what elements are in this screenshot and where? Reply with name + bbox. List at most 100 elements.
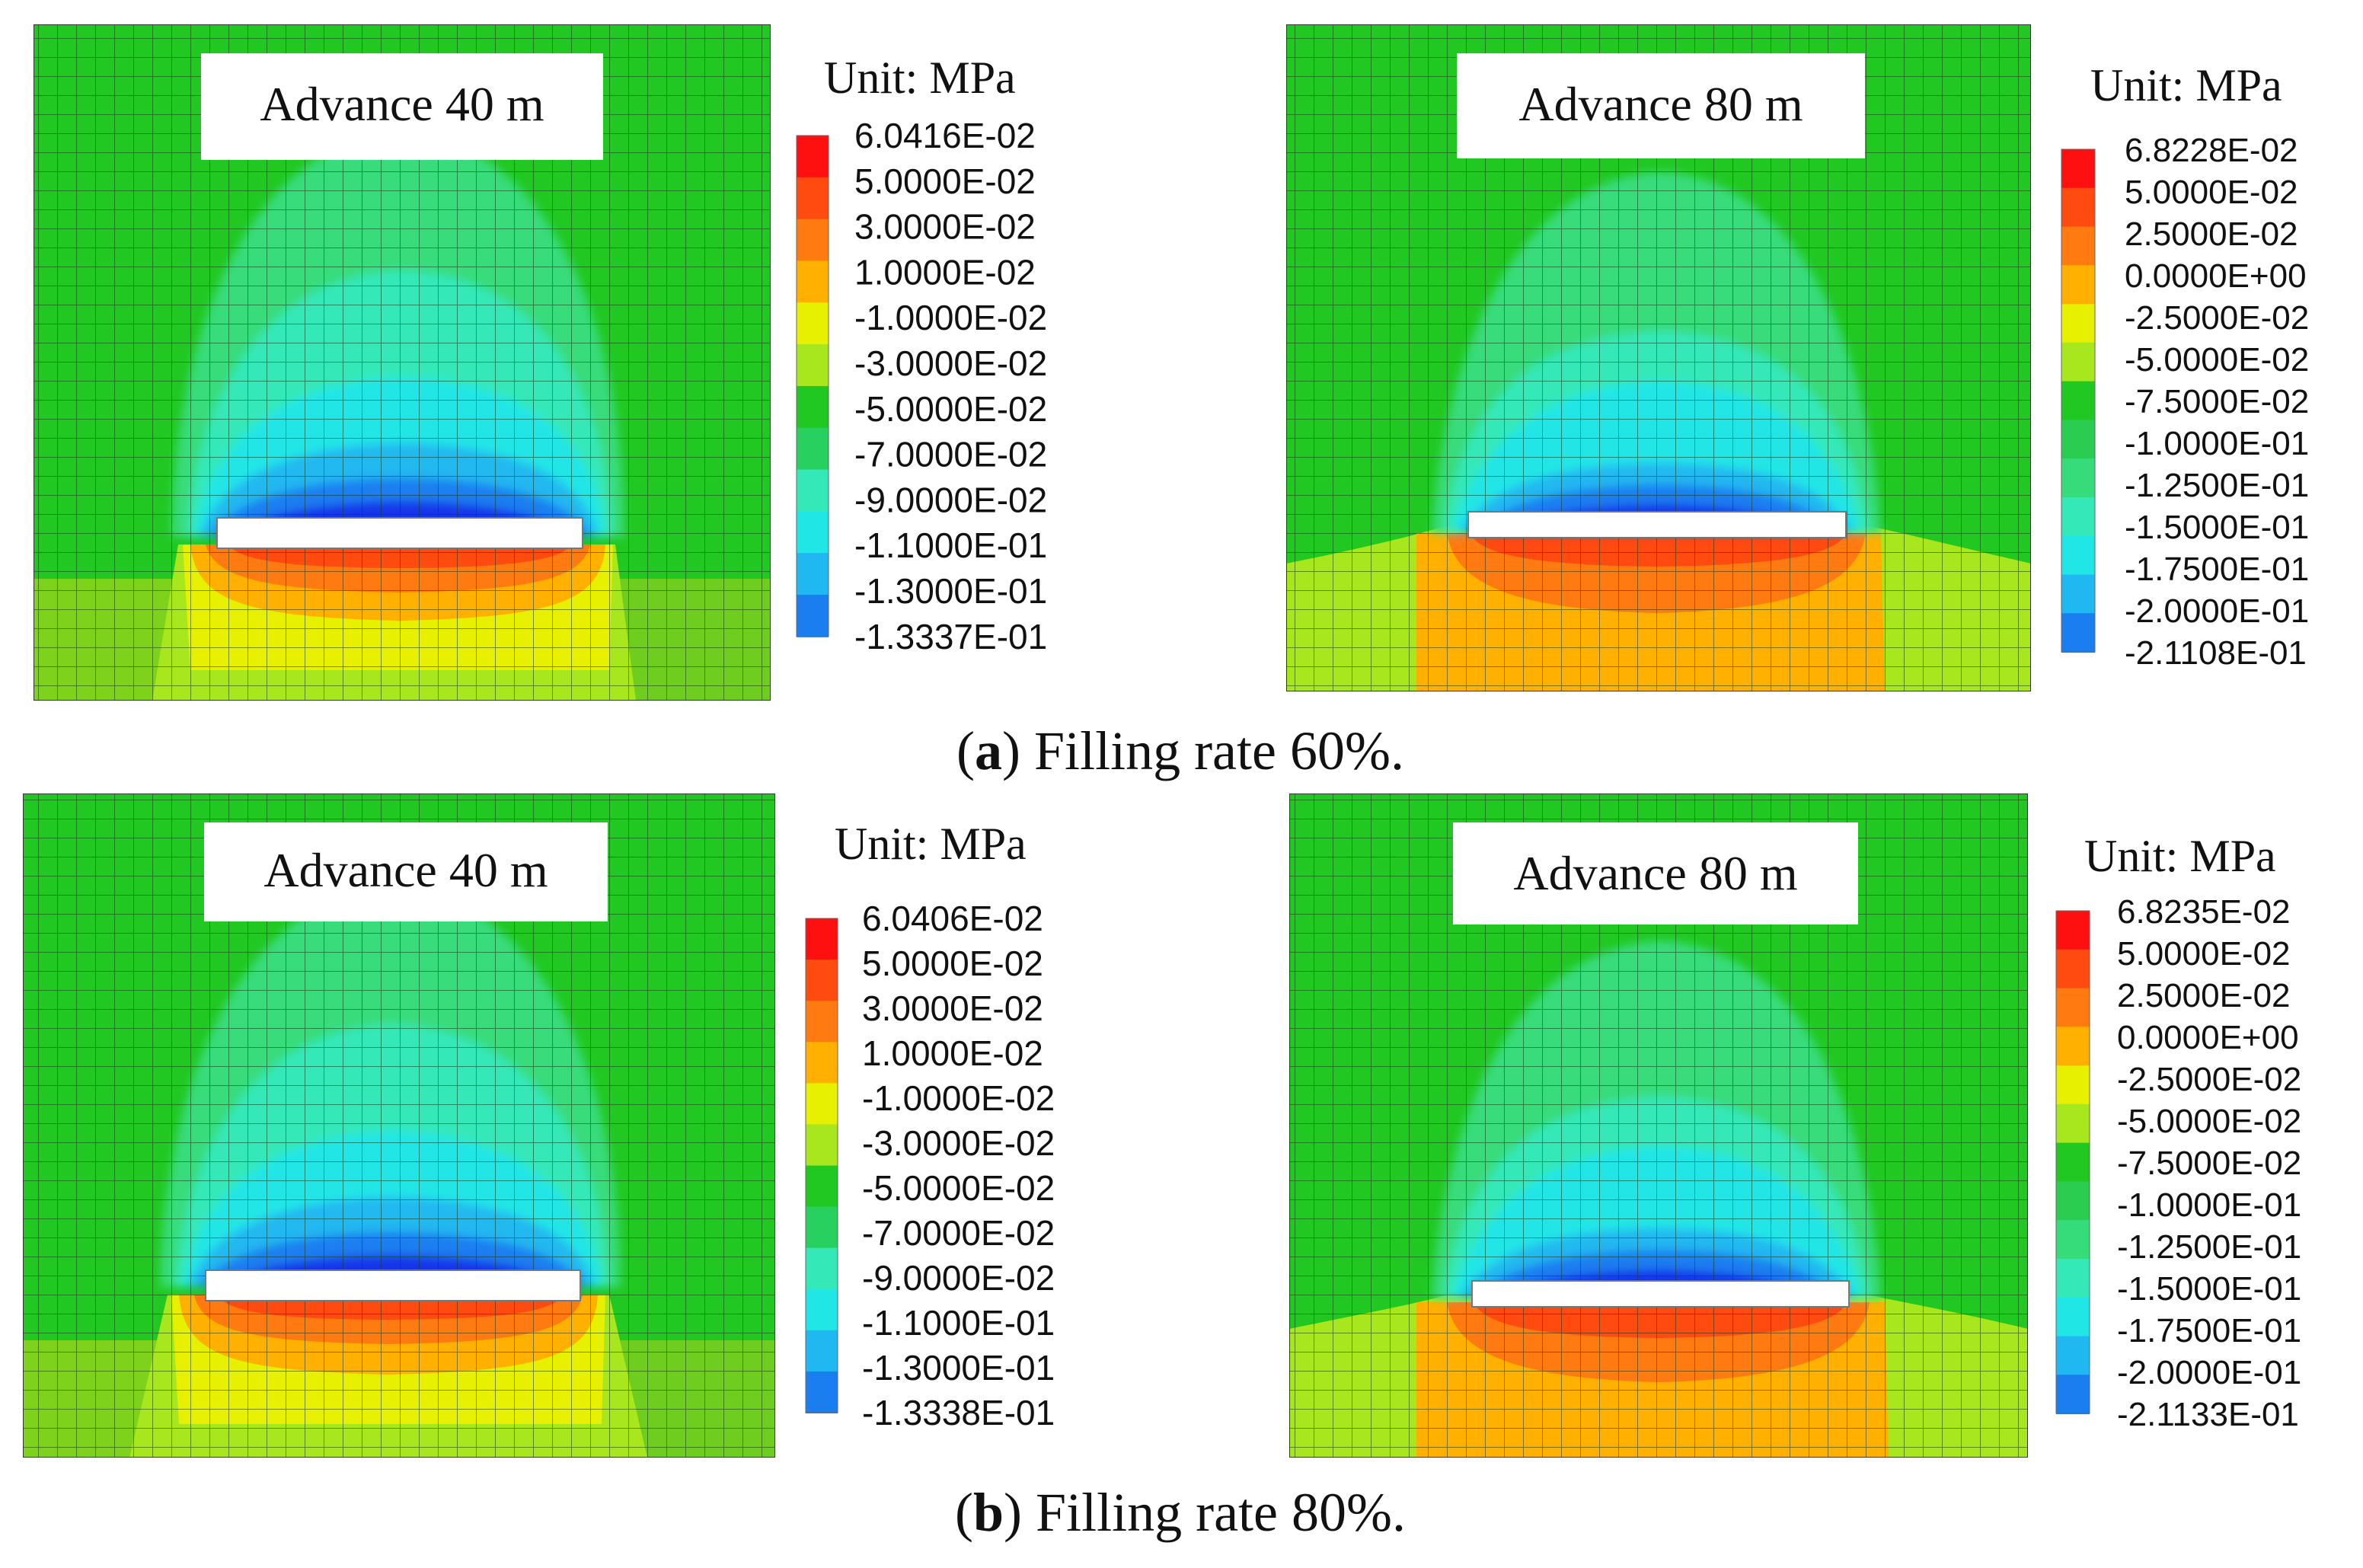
legend-tick-label: -2.0000E-01: [2125, 592, 2309, 630]
legend-color-segment: [806, 1042, 838, 1084]
legend-color-segment: [2061, 574, 2095, 615]
legend-color-segment: [806, 1371, 838, 1413]
legend-color-segment: [806, 1083, 838, 1126]
legend-tick-label: -2.5000E-02: [2117, 1061, 2301, 1098]
legend-tick-label: 6.0406E-02: [862, 899, 1043, 938]
legend-color-segment: [2056, 1065, 2090, 1105]
caption-a: (a) Filling rate 60%.: [956, 720, 1404, 781]
legend-tick-label: -1.1000E-01: [862, 1303, 1055, 1343]
legend-tick-label: 5.0000E-02: [862, 944, 1043, 983]
legend-color-segment: [806, 960, 838, 1002]
legend-tick-label: -1.0000E-01: [2125, 425, 2309, 462]
legend-color-segment: [2061, 226, 2095, 267]
legend-tick-label: 3.0000E-02: [862, 988, 1043, 1028]
legend-tick-label: -1.2500E-01: [2117, 1228, 2301, 1266]
legend-color-segment: [797, 469, 829, 513]
legend-tick-label: 6.0416E-02: [854, 116, 1036, 155]
legend-colorbar-border: [796, 135, 829, 637]
legend-tick-label: 3.0000E-02: [854, 207, 1036, 247]
caption-b-letter: b: [973, 1482, 1004, 1543]
panel-a-advance-80: Advance 80 m: [1286, 24, 2031, 691]
legend-colorbar-border: [805, 918, 838, 1413]
legend-color-segment: [806, 1124, 838, 1167]
legend-tick-label: -7.5000E-02: [2125, 383, 2309, 420]
legend-color-segment: [806, 1247, 838, 1290]
legend-tick-label: -1.7500E-01: [2125, 551, 2309, 588]
legend-tick-label: -5.0000E-02: [862, 1168, 1055, 1208]
panel-title: Advance 80 m: [1513, 846, 1797, 900]
legend-color-segment: [2056, 1220, 2090, 1260]
legend-color-segment: [797, 553, 829, 596]
legend-tick-label: 6.8235E-02: [2117, 893, 2291, 931]
legend-colorbar-border: [2055, 910, 2090, 1414]
legend-tick-label: -5.0000E-02: [2125, 341, 2309, 378]
legend-color-segment: [2061, 535, 2095, 576]
legend-tick-label: -7.0000E-02: [854, 435, 1047, 474]
caption-b-text: Filling rate 80%.: [1022, 1482, 1406, 1543]
legend-color-segment: [2056, 1181, 2090, 1222]
panel-title: Advance 80 m: [1518, 77, 1803, 131]
legend-color-segment: [806, 1289, 838, 1331]
legend-color-segment: [2061, 420, 2095, 460]
legend-tick-label: -1.5000E-01: [2117, 1270, 2301, 1308]
legend-tick-label: 1.0000E-02: [854, 252, 1036, 292]
legend-color-segment: [797, 219, 829, 262]
legend-tick-label: -1.3000E-01: [854, 571, 1047, 611]
legend-b-advance-40: Unit: MPa 6.0406E-02 5.0000E-02 3.0000E-02…: [805, 819, 1055, 1432]
legend-color-segment: [2061, 458, 2095, 498]
legend-a-advance-80: Unit: MPa 6.8228E-02 5.0000E-02 2.5000E-02…: [2061, 60, 2309, 672]
legend-tick-label: -1.3000E-01: [862, 1348, 1055, 1388]
legend-tick-label: 2.5000E-02: [2117, 977, 2291, 1014]
legend-color-segment: [806, 1001, 838, 1043]
legend-color-segment: [797, 260, 829, 304]
legend-color-segment: [2056, 1297, 2090, 1337]
caption-a-letter: a: [975, 720, 1002, 781]
legend-color-segment: [797, 344, 829, 387]
legend-b-advance-80: Unit: MPa 6.8235E-02 5.0000E-02 2.5000E-02…: [2055, 831, 2301, 1433]
legend-color-segment: [797, 136, 829, 178]
legend-color-segment: [2061, 613, 2095, 653]
legend-tick-label: -1.5000E-01: [2125, 509, 2309, 546]
legend-color-segment: [2061, 304, 2095, 343]
legend-color-segment: [806, 1330, 838, 1372]
legend-color-segment: [2056, 949, 2090, 989]
legend-tick-label: 1.0000E-02: [862, 1033, 1043, 1073]
legend-tick-label: -9.0000E-02: [854, 480, 1047, 519]
legend-color-segment: [2056, 1258, 2090, 1298]
legend-color-segment: [797, 511, 829, 554]
legend-tick-label: -1.1000E-01: [854, 525, 1047, 565]
title-box: [201, 53, 603, 160]
legend-a-advance-40: Unit: MPa 6.0416E-02 5.0000E-02 3.0000E-02…: [796, 53, 1047, 656]
legend-tick-label: -2.5000E-02: [2125, 299, 2309, 337]
legend-tick-label: -3.0000E-02: [862, 1123, 1055, 1163]
legend-tick-label: -1.7500E-01: [2117, 1312, 2301, 1349]
legend-tick-label: -7.5000E-02: [2117, 1145, 2301, 1182]
legend-unit-label: Unit: MPa: [824, 53, 1016, 103]
legend-color-segment: [2061, 497, 2095, 537]
legend-color-segment: [2056, 988, 2090, 1028]
legend-tick-label: -7.0000E-02: [862, 1213, 1055, 1253]
legend-color-segment: [797, 385, 829, 429]
panel-title: Advance 40 m: [260, 77, 544, 131]
legend-tick-label: -1.0000E-02: [862, 1078, 1055, 1118]
legend-color-segment: [2061, 149, 2095, 189]
legend-tick-label: -3.0000E-02: [854, 343, 1047, 383]
panel-b-advance-40: Advance 40 m: [23, 794, 775, 1458]
legend-color-segment: [2061, 381, 2095, 421]
panel-a-advance-40: Advance 40 m: [34, 24, 771, 701]
goaf-opening: [1471, 1280, 1850, 1308]
legend-unit-label: Unit: MPa: [2090, 60, 2282, 110]
legend-tick-label: -5.0000E-02: [2117, 1103, 2301, 1140]
legend-color-segment: [2056, 911, 2090, 950]
legend-color-segment: [806, 1206, 838, 1249]
goaf-opening: [1467, 511, 1847, 538]
legend-tick-label: 5.0000E-02: [2117, 935, 2291, 972]
legend-tick-label: 5.0000E-02: [2125, 174, 2298, 211]
legend-color-segment: [2056, 1336, 2090, 1376]
title-box: [1457, 53, 1865, 158]
legend-color-segment: [806, 918, 838, 961]
legend-color-segment: [797, 427, 829, 471]
legend-unit-label: Unit: MPa: [835, 819, 1027, 869]
legend-tick-label: -1.0000E-01: [2117, 1186, 2301, 1224]
legend-tick-label: -1.3337E-01: [854, 617, 1047, 656]
